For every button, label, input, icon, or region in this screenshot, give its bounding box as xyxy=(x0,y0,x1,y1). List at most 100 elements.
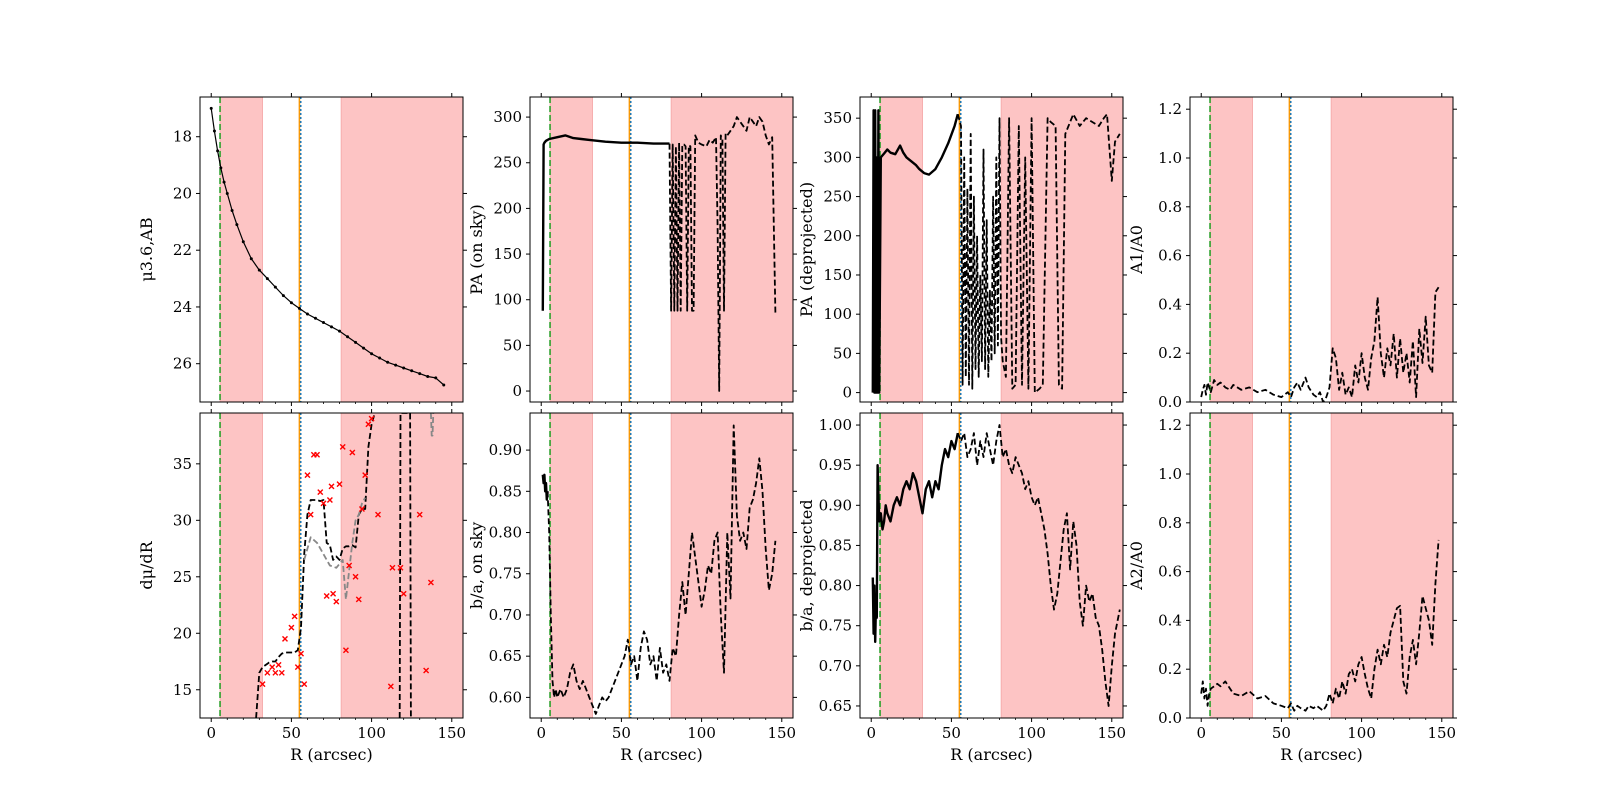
data-point xyxy=(442,383,446,387)
data-point-marker xyxy=(358,506,365,513)
series-line xyxy=(956,424,1121,707)
data-point xyxy=(434,376,438,380)
data-point-marker xyxy=(355,596,362,603)
x-tick-label: 0 xyxy=(866,724,876,742)
data-point-marker xyxy=(346,562,353,569)
data-point-marker xyxy=(304,472,311,479)
series-line xyxy=(1200,286,1440,402)
panel-4: 0.0 0.2 0.4 0.6 0.8 1.0 1.2 A1/A0 xyxy=(1127,93,1457,411)
data-point xyxy=(346,335,350,339)
y-tick-label: 300 xyxy=(493,108,522,126)
y-tick-label: 0.90 xyxy=(489,441,522,459)
x-tick-label: 0 xyxy=(206,724,216,742)
x-tick-label: 150 xyxy=(1097,724,1126,742)
series-line xyxy=(541,473,549,501)
y-tick-label: 0.4 xyxy=(1158,295,1182,313)
data-point xyxy=(362,346,366,350)
data-point-marker xyxy=(375,511,382,518)
y-axis-label: A2/A0 xyxy=(1127,541,1146,591)
y-tick-label: 0 xyxy=(512,382,522,400)
y-tick-label: 15 xyxy=(173,681,192,699)
y-tick-label: 250 xyxy=(823,188,852,206)
x-tick-label: 150 xyxy=(437,724,466,742)
y-tick-label: 300 xyxy=(823,148,852,166)
data-point xyxy=(281,294,285,298)
data-point xyxy=(209,106,213,110)
plot-area xyxy=(541,413,793,718)
plot-area xyxy=(219,413,463,718)
data-point-marker xyxy=(368,415,375,422)
y-tick-label: 50 xyxy=(503,336,522,354)
panel-1: 18 20 22 24 26 μ3.6,AB xyxy=(137,93,467,406)
series-line xyxy=(398,413,412,718)
plot-area xyxy=(209,97,463,402)
x-tick-label: 50 xyxy=(612,724,631,742)
data-point-marker xyxy=(298,650,305,657)
shaded-region xyxy=(1209,97,1253,402)
y-tick-label: 250 xyxy=(493,154,522,172)
x-tick-label: 0 xyxy=(1196,724,1206,742)
y-tick-label: 24 xyxy=(173,298,192,316)
y-tick-label: 0.75 xyxy=(489,565,522,583)
y-axis-label: b/a, deprojected xyxy=(797,499,816,631)
series-line xyxy=(871,432,959,643)
series-line xyxy=(871,109,959,394)
data-point xyxy=(370,352,374,356)
plot-area xyxy=(1200,97,1453,402)
data-point-marker xyxy=(307,511,314,518)
x-tick-label: 50 xyxy=(282,724,301,742)
data-point xyxy=(378,356,382,360)
shaded-region xyxy=(879,97,923,402)
y-tick-label: 1.00 xyxy=(819,416,852,434)
shaded-region xyxy=(219,413,263,718)
series-line xyxy=(1200,539,1440,712)
data-point-marker xyxy=(278,669,285,676)
data-point-marker xyxy=(336,481,343,488)
data-point-marker xyxy=(400,590,407,597)
data-point xyxy=(394,363,398,367)
y-tick-label: 0.90 xyxy=(819,496,852,514)
axes-frame xyxy=(529,96,794,403)
y-tick-label: 1.0 xyxy=(1158,149,1182,167)
data-point xyxy=(354,340,358,344)
data-point-marker xyxy=(320,500,327,507)
shaded-region xyxy=(1330,413,1453,718)
y-tick-label: 20 xyxy=(173,624,192,642)
data-point xyxy=(330,325,333,329)
data-point-marker xyxy=(423,667,430,674)
data-point-marker xyxy=(323,593,330,599)
panel-2: 0 50 100 150 200 250 300 PA (on sky) xyxy=(467,93,797,406)
y-tick-label: 0.70 xyxy=(819,657,852,675)
y-tick-label: 0.75 xyxy=(819,617,852,635)
y-tick-label: 150 xyxy=(823,266,852,284)
y-tick-label: 0.8 xyxy=(1158,198,1182,216)
series-line xyxy=(541,134,670,311)
y-tick-label: 25 xyxy=(173,568,192,586)
data-point xyxy=(410,369,414,373)
x-tick-label: 100 xyxy=(687,724,716,742)
shaded-region xyxy=(1209,413,1253,718)
y-tick-label: 0.80 xyxy=(819,577,852,595)
panel-3: 0 50 100 150 200 250 300 350 PA (deprojected) xyxy=(797,93,1127,406)
y-tick-label: 0.2 xyxy=(1158,344,1182,362)
x-tick-label: 100 xyxy=(357,724,386,742)
data-point-marker xyxy=(339,443,346,450)
y-tick-label: 100 xyxy=(493,291,522,309)
plot-area xyxy=(871,97,1123,402)
data-point-marker xyxy=(387,683,394,690)
x-axis-label: R (arcsec) xyxy=(290,745,372,764)
y-tick-label: 100 xyxy=(823,305,852,323)
data-point-marker xyxy=(397,564,404,571)
y-tick-label: 0.80 xyxy=(489,524,522,542)
data-point xyxy=(273,285,277,289)
x-axis-label: R (arcsec) xyxy=(950,745,1032,764)
data-point xyxy=(222,180,226,184)
axes-frame xyxy=(199,96,464,403)
y-tick-label: 0.6 xyxy=(1158,563,1182,581)
x-tick-label: 150 xyxy=(767,724,796,742)
y-tick-label: 20 xyxy=(173,184,192,202)
data-point-marker xyxy=(275,661,282,668)
data-point-marker xyxy=(365,421,372,428)
y-axis-label: PA (deprojected) xyxy=(797,182,816,317)
